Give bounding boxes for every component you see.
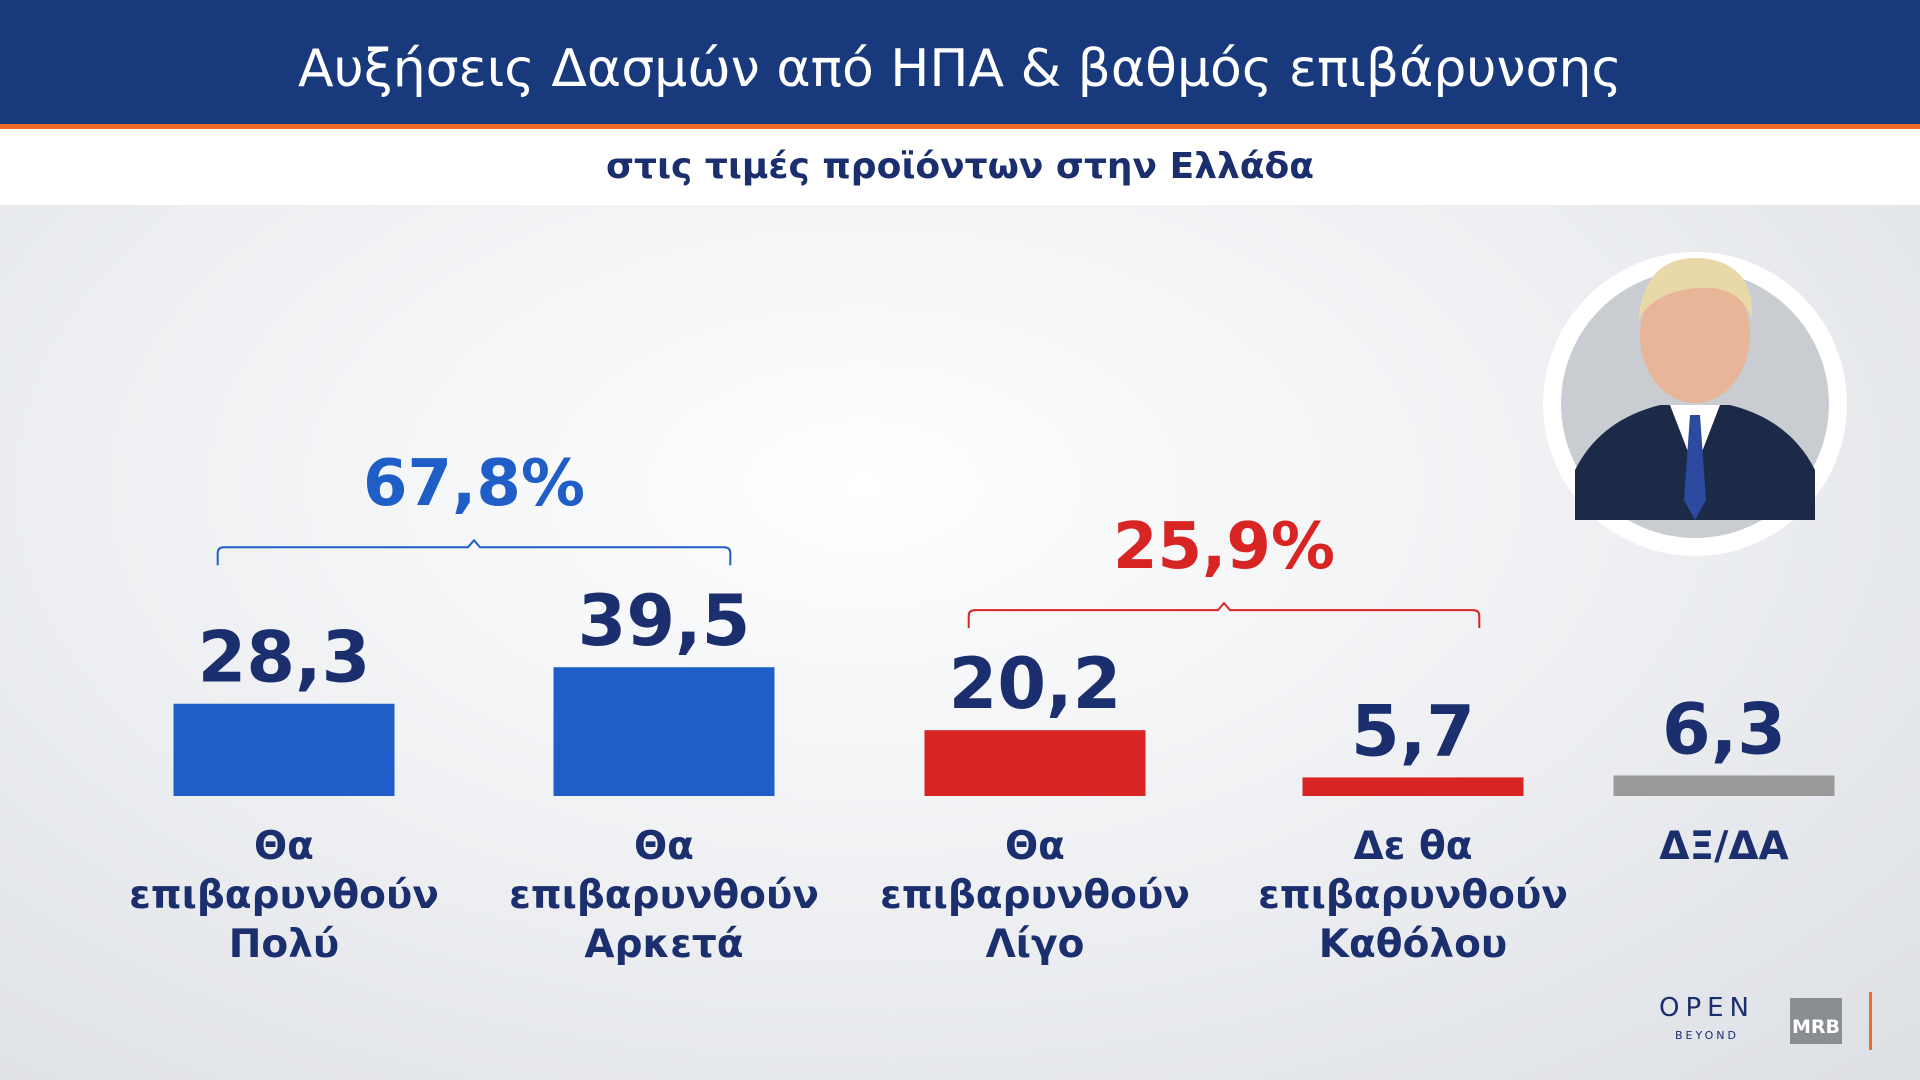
value-label: 6,3 bbox=[1662, 688, 1786, 770]
logo-open-sub: BEYOND bbox=[1675, 1029, 1739, 1042]
value-label: 20,2 bbox=[949, 643, 1122, 725]
portrait-face bbox=[1640, 267, 1750, 403]
group-total: 25,9% bbox=[1113, 510, 1335, 584]
value-label: 28,3 bbox=[198, 617, 371, 699]
bar bbox=[1613, 775, 1835, 796]
header-band bbox=[0, 0, 1920, 124]
portrait-tie bbox=[1684, 415, 1706, 520]
group-bracket bbox=[216, 538, 732, 566]
category-label: ΔΞ/ΔΑ bbox=[1659, 824, 1789, 869]
value-label: 5,7 bbox=[1351, 690, 1475, 772]
bar bbox=[173, 703, 395, 796]
logo-mrb-box bbox=[1790, 998, 1842, 1044]
portrait bbox=[1543, 252, 1847, 556]
chart-subtitle: στις τιμές προϊόντων στην Ελλάδα bbox=[606, 146, 1314, 187]
header-accent bbox=[0, 124, 1920, 129]
logo-open: OPEN bbox=[1659, 993, 1755, 1023]
category-label: Δε θα επιβαρυνθούν Καθόλου bbox=[1258, 824, 1568, 967]
value-label: 39,5 bbox=[578, 580, 751, 662]
logo-divider bbox=[1869, 992, 1872, 1050]
chart-title: Αυξήσεις Δασμών από ΗΠΑ & βαθμός επιβάρυ… bbox=[298, 39, 1622, 99]
bar bbox=[924, 730, 1146, 796]
logo-mrb: MRB bbox=[1792, 1016, 1840, 1038]
category-label: Θα επιβαρυνθούν Αρκετά bbox=[509, 824, 819, 967]
portrait-hair bbox=[1638, 257, 1753, 320]
group-total: 67,8% bbox=[363, 447, 585, 521]
logos: OPEN BEYOND MRB bbox=[1659, 992, 1872, 1050]
category-label: Θα επιβαρυνθούν Πολύ bbox=[129, 824, 439, 967]
subtitle-band bbox=[0, 129, 1920, 205]
bar bbox=[553, 667, 775, 796]
group-bracket bbox=[967, 601, 1481, 629]
bar bbox=[1302, 777, 1524, 796]
category-label: Θα επιβαρυνθούν Λίγο bbox=[880, 824, 1190, 967]
